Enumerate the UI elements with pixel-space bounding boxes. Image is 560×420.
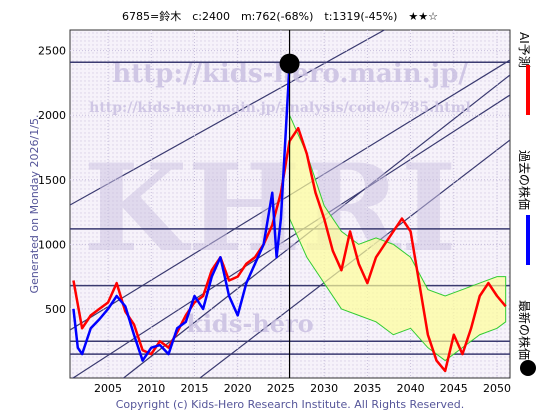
x-tick-label: 2015 — [180, 382, 208, 395]
legend-label: 過去の株価 — [517, 150, 532, 210]
x-tick-label: 2035 — [353, 382, 381, 395]
latest-point — [279, 53, 300, 74]
y-tick-label: 1000 — [38, 238, 66, 251]
x-tick-label: 2025 — [267, 382, 295, 395]
series-line — [72, 63, 291, 362]
watermark: http://kids-hero.main.jp/analysis/code/6… — [89, 100, 471, 116]
y-tick-label: 2500 — [38, 45, 66, 58]
legend-label: 最新の株価 — [517, 300, 532, 360]
x-tick-label: 2050 — [483, 382, 511, 395]
y-tick-label: 500 — [45, 303, 66, 316]
generated-note: Generated on Monday 2026/1/5. — [28, 115, 41, 294]
x-tick-label: 2045 — [440, 382, 468, 395]
legend-label: AI予測 — [517, 32, 531, 68]
x-tick-label: 2030 — [310, 382, 338, 395]
watermark: kids-hero — [186, 309, 313, 338]
x-tick-label: 2005 — [94, 382, 122, 395]
y-tick-label: 1500 — [38, 174, 66, 187]
legend-swatch — [520, 360, 536, 376]
x-tick-label: 2040 — [397, 382, 425, 395]
x-tick-label: 2010 — [137, 382, 165, 395]
copyright: Copyright (c) Kids-Hero Research Institu… — [116, 398, 465, 411]
chart-title: 6785=鈴木 c:2400 m:762(-68%) t:1319(-45%) … — [122, 9, 438, 23]
forecast-band — [289, 115, 507, 362]
x-tick-label: 2020 — [224, 382, 252, 395]
y-tick-label: 2000 — [38, 109, 66, 122]
